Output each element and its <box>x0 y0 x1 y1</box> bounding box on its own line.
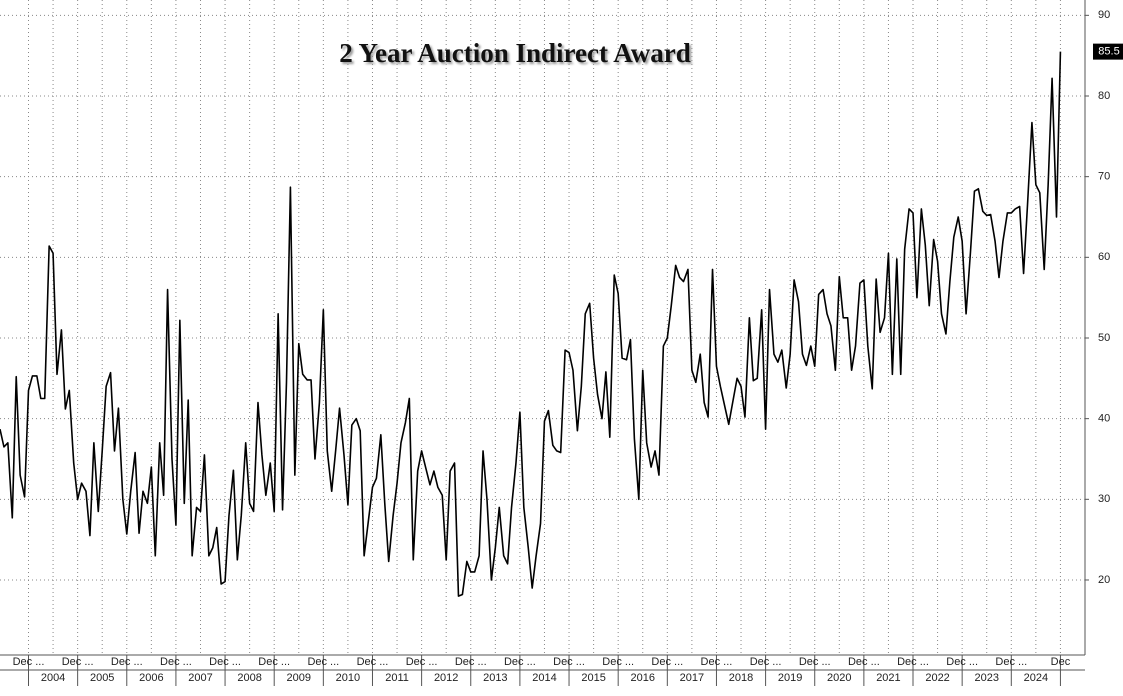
year-label: 2022 <box>925 672 949 684</box>
year-label: 2023 <box>974 672 998 684</box>
year-label: 2007 <box>188 672 212 684</box>
x-tick-label: Dec ... <box>357 656 389 668</box>
x-tick-label: Dec ... <box>602 656 634 668</box>
year-label: 2005 <box>90 672 114 684</box>
x-tick-label: Dec ... <box>504 656 536 668</box>
year-label: 2016 <box>631 672 655 684</box>
x-tick-label: Dec ... <box>13 656 45 668</box>
year-label: 2018 <box>729 672 753 684</box>
x-tick-label: Dec ... <box>848 656 880 668</box>
year-label: 2013 <box>483 672 507 684</box>
year-label: 2019 <box>778 672 802 684</box>
year-label: 2008 <box>237 672 261 684</box>
x-tick-label: Dec ... <box>209 656 241 668</box>
year-label: 2014 <box>532 672 556 684</box>
year-label: 2011 <box>385 672 409 684</box>
year-label: 2021 <box>876 672 900 684</box>
year-label: 2017 <box>680 672 704 684</box>
year-label: 2004 <box>41 672 65 684</box>
x-tick-label: Dec ... <box>62 656 94 668</box>
x-tick-label: Dec ... <box>553 656 585 668</box>
x-tick-label: Dec ... <box>799 656 831 668</box>
x-tick-label: Dec ... <box>258 656 290 668</box>
x-tick-label: Dec ... <box>701 656 733 668</box>
last-value-label: 85.5 <box>1098 46 1119 58</box>
year-label: 2024 <box>1024 672 1048 684</box>
y-tick-label: 50 <box>1098 332 1110 344</box>
x-tick-label: Dec ... <box>111 656 143 668</box>
chart-title: 2 Year Auction Indirect Award <box>339 38 691 68</box>
x-tick-label: Dec ... <box>455 656 487 668</box>
y-tick-label: 30 <box>1098 493 1110 505</box>
year-label: 2020 <box>827 672 851 684</box>
year-label: 2009 <box>287 672 311 684</box>
x-tick-label: Dec ... <box>651 656 683 668</box>
y-tick-label: 60 <box>1098 251 1110 263</box>
y-tick-label: 20 <box>1098 574 1110 586</box>
x-tick-label: Dec ... <box>160 656 192 668</box>
x-tick-label: Dec ... <box>307 656 339 668</box>
x-tick-label: Dec ... <box>946 656 978 668</box>
y-tick-label: 40 <box>1098 413 1110 425</box>
year-label: 2012 <box>434 672 458 684</box>
x-tick-label: Dec ... <box>750 656 782 668</box>
data-line <box>0 51 1062 597</box>
y-tick-label: 80 <box>1098 90 1110 102</box>
y-tick-label: 90 <box>1098 9 1110 21</box>
year-label: 2006 <box>139 672 163 684</box>
last-value-box <box>1093 43 1123 60</box>
x-tick-label: Dec ... <box>995 656 1027 668</box>
year-label: 2010 <box>336 672 360 684</box>
year-label: 2015 <box>581 672 605 684</box>
x-tick-label: Dec <box>1051 656 1071 668</box>
x-tick-label: Dec ... <box>897 656 929 668</box>
x-tick-label: Dec ... <box>406 656 438 668</box>
y-tick-label: 70 <box>1098 171 1110 183</box>
